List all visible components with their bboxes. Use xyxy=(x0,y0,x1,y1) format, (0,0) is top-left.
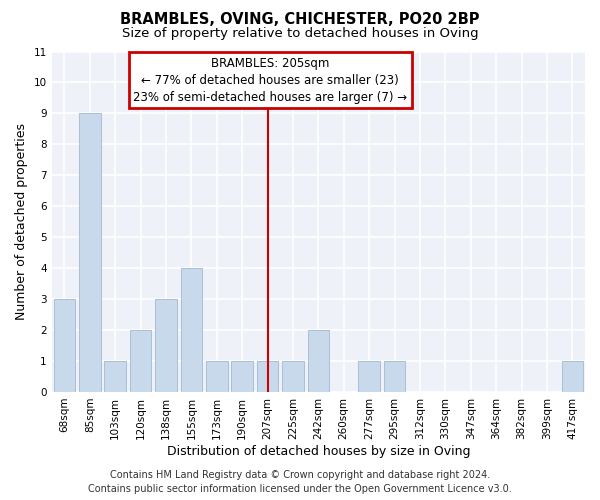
Bar xyxy=(358,361,380,392)
Bar xyxy=(282,361,304,392)
Bar xyxy=(155,299,177,392)
Bar xyxy=(308,330,329,392)
Y-axis label: Number of detached properties: Number of detached properties xyxy=(15,123,28,320)
Bar xyxy=(79,114,101,392)
Bar xyxy=(104,361,126,392)
Bar xyxy=(206,361,227,392)
Text: Size of property relative to detached houses in Oving: Size of property relative to detached ho… xyxy=(122,28,478,40)
Text: BRAMBLES: 205sqm
← 77% of detached houses are smaller (23)
23% of semi-detached : BRAMBLES: 205sqm ← 77% of detached house… xyxy=(133,56,407,104)
X-axis label: Distribution of detached houses by size in Oving: Distribution of detached houses by size … xyxy=(167,444,470,458)
Bar xyxy=(257,361,278,392)
Bar xyxy=(384,361,406,392)
Bar xyxy=(53,299,75,392)
Bar xyxy=(130,330,151,392)
Bar xyxy=(181,268,202,392)
Bar xyxy=(232,361,253,392)
Text: BRAMBLES, OVING, CHICHESTER, PO20 2BP: BRAMBLES, OVING, CHICHESTER, PO20 2BP xyxy=(120,12,480,28)
Text: Contains HM Land Registry data © Crown copyright and database right 2024.
Contai: Contains HM Land Registry data © Crown c… xyxy=(88,470,512,494)
Bar xyxy=(562,361,583,392)
